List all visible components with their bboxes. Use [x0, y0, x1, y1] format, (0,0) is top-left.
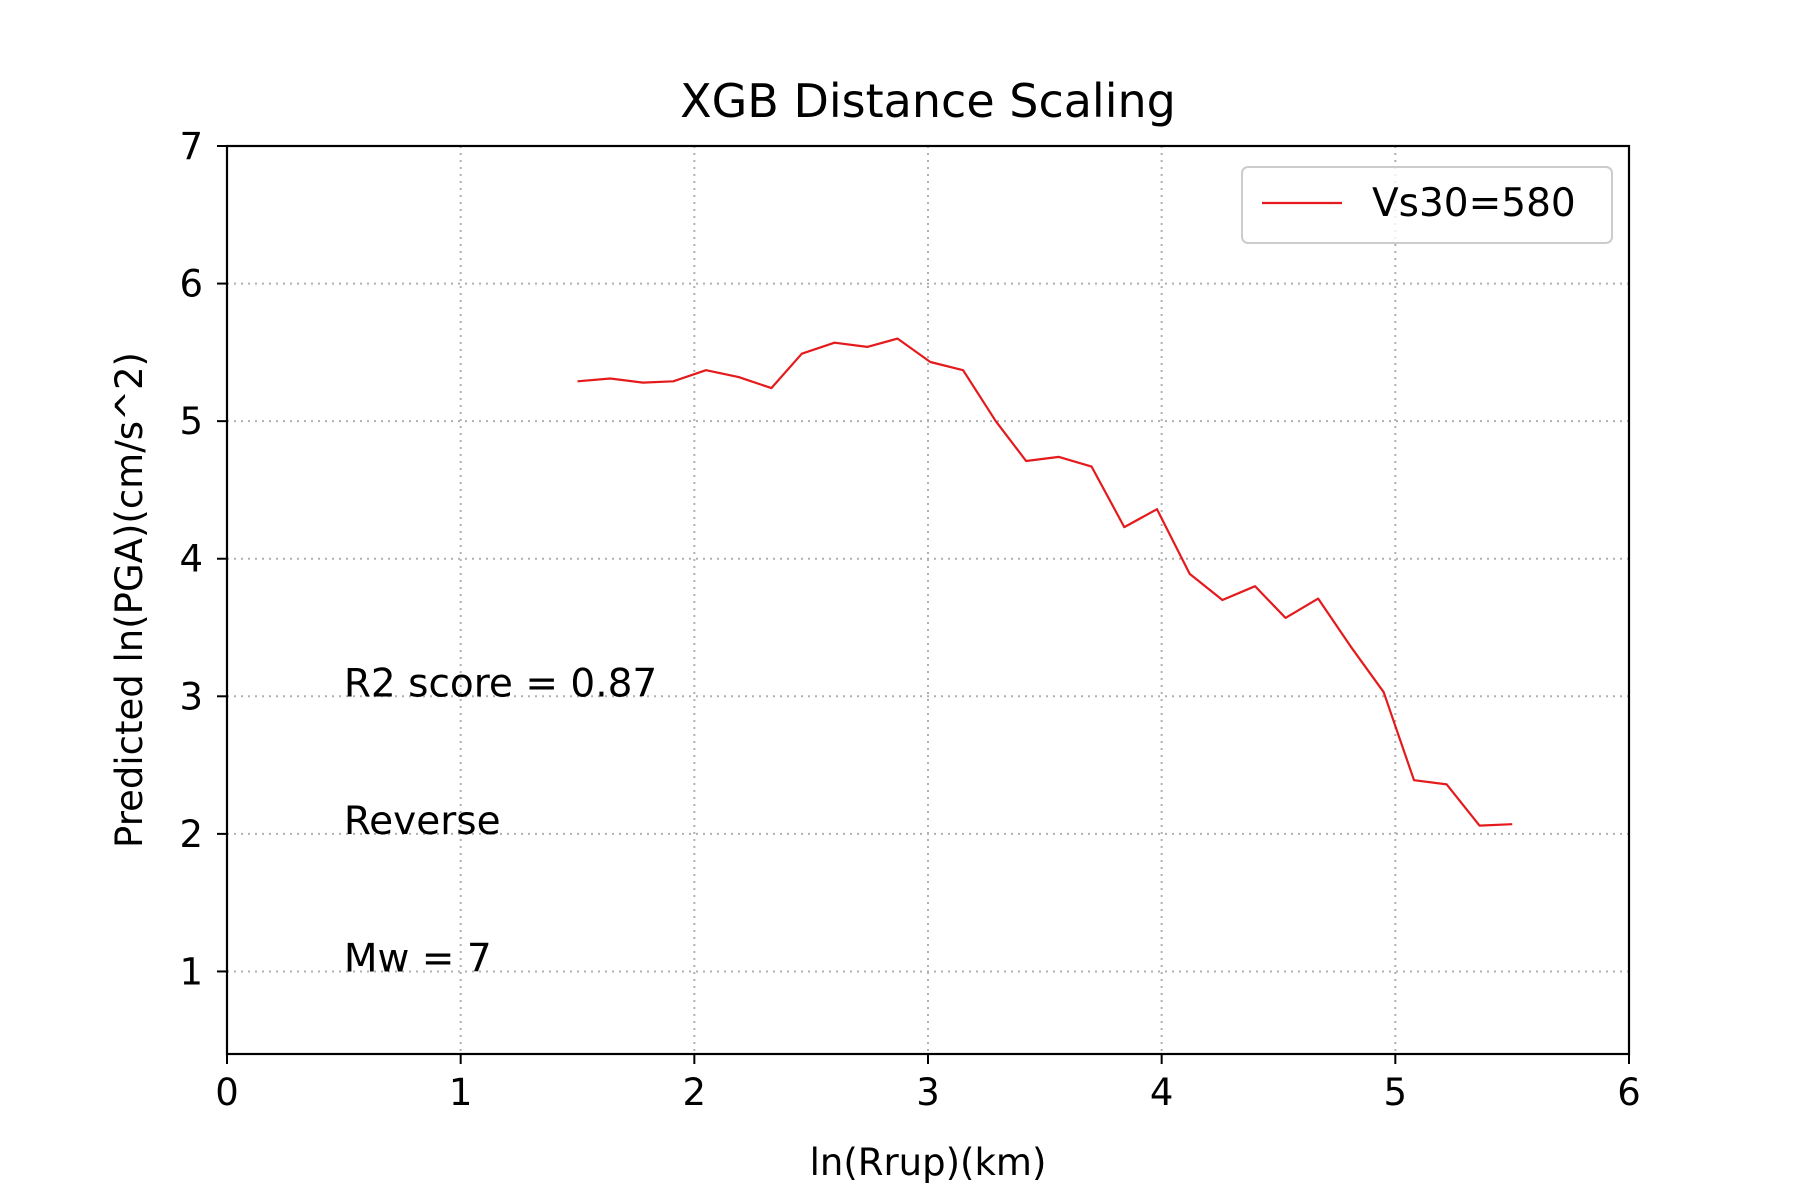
x-axis: 0 1 2 3 4 5 6 — [215, 1054, 1641, 1114]
x-tick-label: 0 — [215, 1071, 239, 1114]
y-tick-label: 1 — [179, 950, 203, 993]
legend-box — [1241, 166, 1613, 244]
y-tick-label: 4 — [179, 538, 203, 581]
series-line-0 — [577, 337, 1513, 827]
legend: Vs30=580 — [1241, 166, 1613, 244]
x-tick-label: 1 — [449, 1071, 473, 1114]
x-axis-label: ln(Rrup)(km) — [810, 1141, 1047, 1184]
y-tick-label: 7 — [179, 125, 203, 168]
y-tick-label: 2 — [179, 813, 203, 856]
y-axis-label: Predicted ln(PGA)(cm/s^2) — [108, 352, 151, 848]
x-tick-label: 3 — [916, 1071, 940, 1114]
x-tick-label: 5 — [1384, 1071, 1408, 1114]
x-tick-label: 2 — [683, 1071, 707, 1114]
annotation-2: Mw = 7 — [344, 936, 492, 981]
annotation-0: R2 score = 0.87 — [344, 661, 657, 706]
y-axis: 1 2 3 4 5 6 7 — [179, 125, 227, 993]
y-tick-label: 6 — [179, 263, 203, 306]
annotation-1: Reverse — [344, 799, 501, 844]
series-layer — [577, 337, 1513, 827]
annotations: R2 score = 0.87 Reverse Mw = 7 — [344, 661, 657, 981]
chart-title: XGB Distance Scaling — [680, 74, 1176, 128]
x-tick-label: 6 — [1617, 1071, 1641, 1114]
y-tick-label: 5 — [179, 400, 203, 443]
y-tick-label: 3 — [179, 675, 203, 718]
legend-label-vs30-580: Vs30=580 — [1372, 181, 1576, 226]
x-tick-label: 4 — [1150, 1071, 1174, 1114]
